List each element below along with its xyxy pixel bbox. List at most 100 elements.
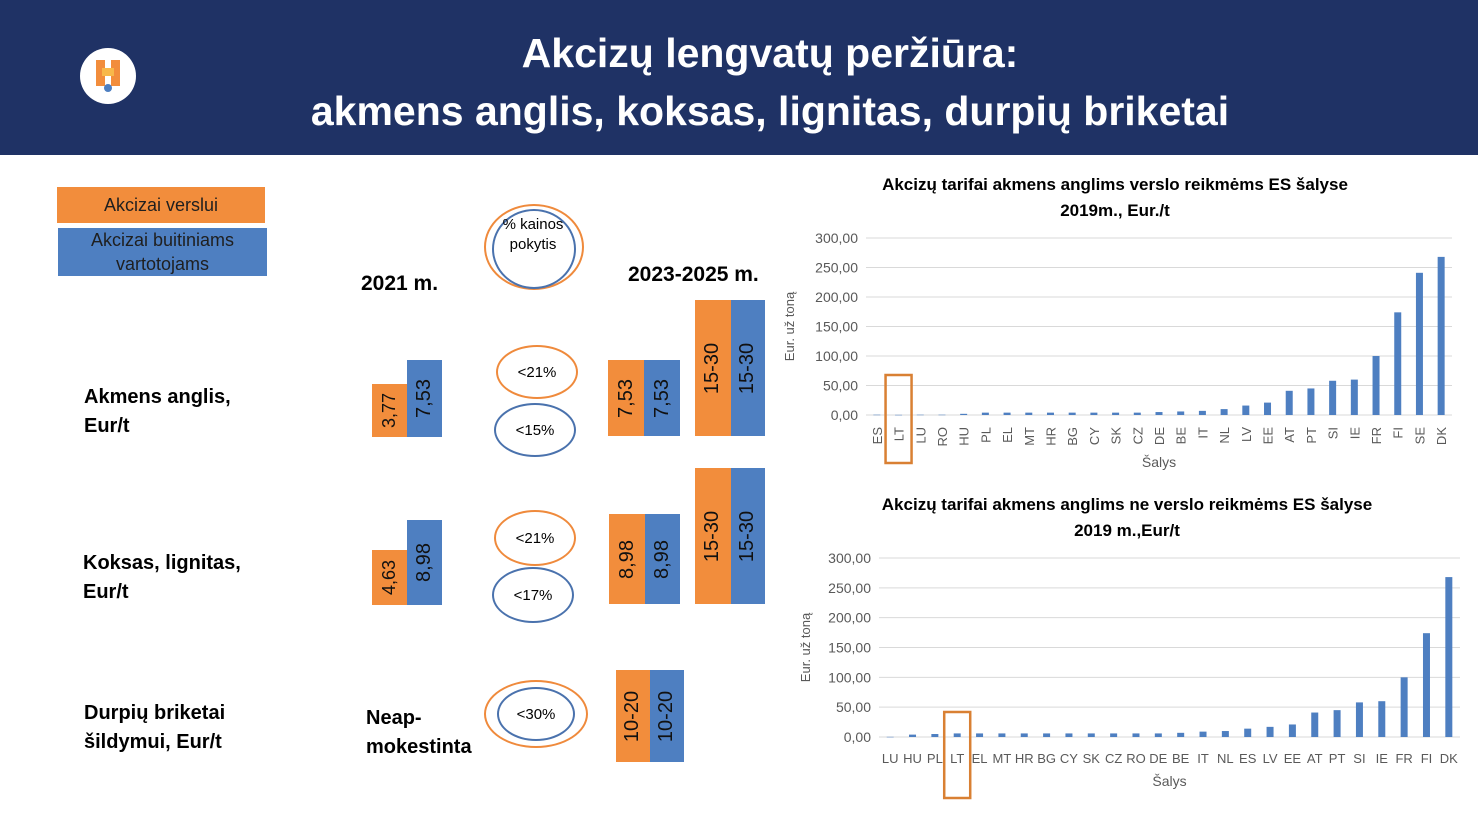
bar-bg [1043, 733, 1051, 737]
legend-business: Akcizai verslui [57, 187, 265, 223]
y-tick-label: 200,00 [815, 289, 858, 305]
x-tick-label: CY [1087, 427, 1102, 445]
x-tick-label: IT [1195, 427, 1210, 439]
bar-lt [895, 414, 903, 416]
x-axis-label: Šalys [1152, 773, 1186, 789]
bar-ee [1288, 724, 1296, 737]
bar-fr [1400, 677, 1408, 737]
x-tick-label: AT [1282, 427, 1297, 443]
coke-n2-business-bar: 15-30 [695, 468, 731, 604]
x-tick-label: FI [1391, 427, 1406, 439]
x-tick-label: LU [882, 751, 899, 766]
x-tick-label: SK [1083, 751, 1101, 766]
x-tick-label: LU [913, 427, 928, 444]
x-tick-label: HR [1043, 427, 1058, 446]
legend-household-text: Akcizai buitiniams vartotojams [90, 230, 235, 274]
x-tick-label: HR [1015, 751, 1034, 766]
row-label-peat: Durpių briketai šildymui, Eur/t [84, 702, 226, 753]
bar-es [873, 414, 881, 416]
bar-ie [1350, 379, 1358, 415]
coke-pct-household: <17% [492, 567, 574, 623]
bar-pl [981, 412, 989, 415]
bar-lu [886, 736, 894, 738]
y-tick-label: 50,00 [823, 378, 858, 394]
x-tick-label: DE [1149, 751, 1167, 766]
bar-it [1198, 410, 1206, 415]
x-tick-label: PL [978, 427, 993, 443]
coal-n2-business-bar: 15-30 [695, 300, 731, 436]
peat-household-bar: 10-20 [650, 670, 684, 762]
row-label-coal: Akmens anglis, Eur/t [84, 386, 231, 437]
peat-untaxed-label: Neap-mokestinta [366, 707, 472, 758]
x-tick-label: IT [1197, 751, 1209, 766]
y-tick-label: 150,00 [828, 640, 871, 656]
y-axis-label: Eur. už toną [798, 612, 813, 682]
bar-lv [1242, 405, 1250, 415]
coal-n1-business-bar: 7,53 [608, 360, 644, 436]
bar-lt [953, 733, 961, 737]
x-tick-label: SI [1326, 427, 1341, 439]
y-tick-label: 200,00 [828, 610, 871, 626]
coke-n1-business-bar: 8,98 [609, 514, 645, 604]
bar-de [1154, 733, 1162, 737]
coke-2021-household-bar: 8,98 [407, 520, 442, 605]
organization-logo [80, 48, 136, 104]
x-tick-label: PT [1329, 751, 1346, 766]
bar-hr [1020, 733, 1028, 737]
x-tick-label: IE [1347, 427, 1362, 440]
bar-pl [931, 734, 939, 737]
x-tick-label: FR [1369, 427, 1384, 444]
x-tick-label: MT [1022, 427, 1037, 446]
bar-dk [1445, 577, 1453, 737]
y-tick-label: 0,00 [831, 407, 858, 423]
bar-fr [1372, 356, 1380, 415]
bar-lv [1266, 726, 1274, 737]
x-tick-label: PT [1304, 427, 1319, 444]
x-tick-label: ES [870, 427, 885, 445]
x-tick-label: BE [1172, 751, 1190, 766]
x-tick-label: SK [1109, 427, 1124, 445]
x-tick-label: LV [1239, 427, 1254, 442]
x-tick-label: HU [903, 751, 922, 766]
x-tick-label: EL [972, 751, 988, 766]
bar-de [1155, 412, 1163, 415]
y-tick-label: 100,00 [815, 348, 858, 364]
bar-at [1311, 712, 1319, 737]
x-tick-label: RO [1126, 751, 1146, 766]
x-tick-label: IE [1376, 751, 1389, 766]
bar-pt [1307, 388, 1315, 415]
bar-si [1329, 380, 1337, 415]
chart2-household-coal-excise: 0,00 50,00 100,00 150,00 200,00 250,00 300,00 E… [798, 550, 1460, 800]
bar-pt [1333, 710, 1341, 737]
bar-fi [1394, 312, 1402, 415]
bar-hu [960, 413, 968, 415]
x-tick-label: ES [1239, 751, 1257, 766]
bar-cy [1090, 412, 1098, 415]
x-tick-label: FR [1395, 751, 1412, 766]
x-tick-label: MT [993, 751, 1012, 766]
x-tick-label: EL [1000, 427, 1015, 443]
x-tick-label: RO [935, 427, 950, 447]
bar-hu [909, 734, 917, 737]
row-label-coke: Koksas, lignitas, Eur/t [83, 552, 241, 603]
bar-cy [1065, 733, 1073, 737]
x-tick-label: DK [1440, 751, 1458, 766]
chart2-title: Akcizų tarifai akmens anglims ne verslo … [881, 495, 1373, 540]
coke-pct-business: <21% [494, 510, 576, 566]
bar-el [1003, 412, 1011, 415]
y-tick-label: 300,00 [815, 230, 858, 246]
bar-fi [1422, 633, 1430, 737]
x-tick-label: DK [1434, 427, 1449, 445]
coke-n1-household-bar: 8,98 [645, 514, 680, 604]
x-tick-label: PL [927, 751, 943, 766]
bar-ro [1132, 733, 1140, 737]
x-tick-label: LV [1263, 751, 1278, 766]
bar-lu [916, 414, 924, 416]
page-title-line2: akmens anglis, koksas, lignitas, durpių … [310, 88, 1230, 134]
x-tick-label: CY [1060, 751, 1078, 766]
bar-se [1415, 272, 1423, 415]
coal-2021-household-bar: 7,53 [407, 360, 442, 437]
x-tick-label: NL [1217, 751, 1234, 766]
y-tick-label: 300,00 [828, 550, 871, 566]
bar-sk [1112, 412, 1120, 415]
